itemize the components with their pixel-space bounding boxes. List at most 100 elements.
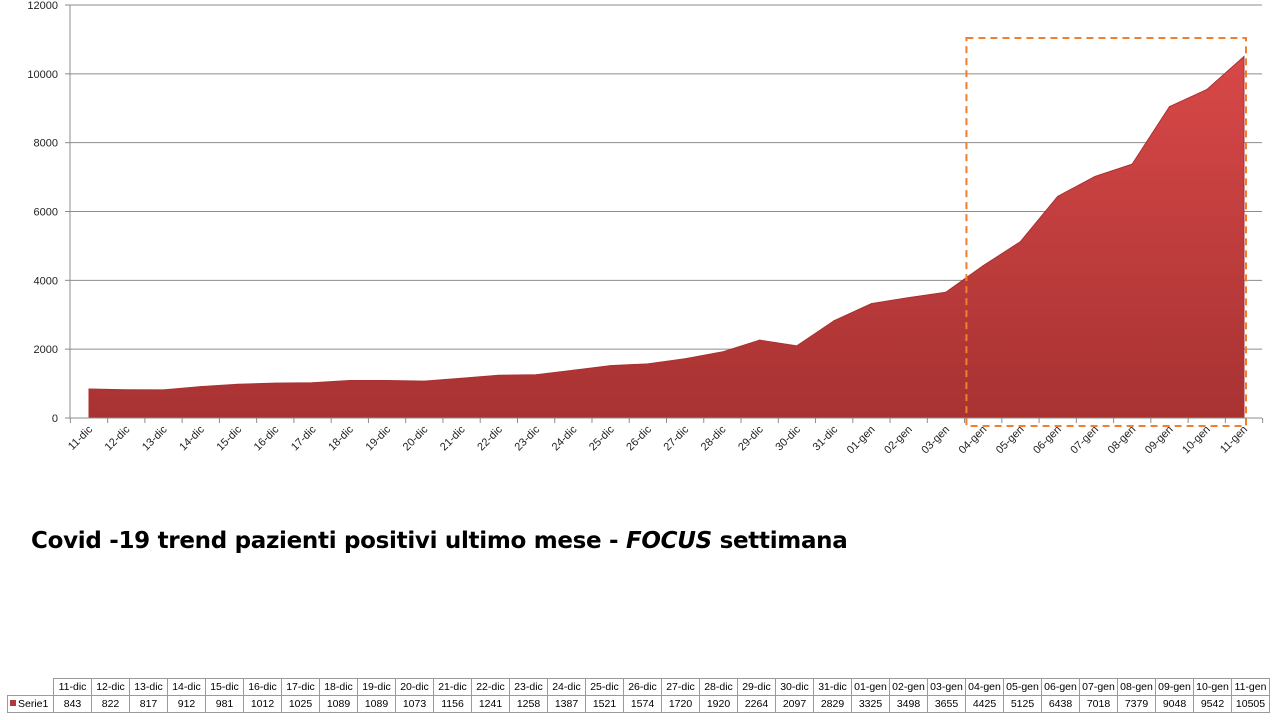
data-point: [1019, 241, 1021, 243]
series-area: [88, 55, 1245, 419]
x-tick-label: 11-gen: [1218, 424, 1250, 456]
x-tick-label: 24-dic: [550, 423, 580, 453]
table-row: Serie1 843 822 817 912 981 1012 1025 1089 1089 10…: [7, 695, 1270, 713]
table-value-cell: 1012: [243, 695, 282, 713]
x-tick-label: 15-dic: [214, 423, 244, 453]
x-tick-label: 21-dic: [438, 423, 468, 453]
x-tick-label: 14-dic: [177, 423, 207, 453]
data-point: [721, 351, 723, 353]
table-header-cell: 06-gen: [1041, 678, 1080, 696]
data-point: [796, 345, 798, 347]
table-value-cell: 981: [205, 695, 244, 713]
y-tick-label: 6000: [34, 207, 58, 219]
table-header-cell: 14-dic: [167, 678, 206, 696]
x-tick-label: 08-gen: [1106, 424, 1139, 457]
table-header-cell: 19-dic: [357, 678, 396, 696]
x-tick-label: 28-dic: [699, 423, 729, 453]
table-value-cell: 7379: [1117, 695, 1156, 713]
data-point: [423, 380, 425, 382]
y-tick-label: 8000: [34, 138, 58, 150]
x-tick-label: 13-dic: [140, 423, 170, 453]
y-tick-label: 10000: [27, 69, 58, 81]
table-header-cell: 08-gen: [1117, 678, 1156, 696]
x-tick-label: 09-gen: [1143, 424, 1176, 457]
y-tick-label: 2000: [34, 344, 58, 356]
table-header-cell: 29-dic: [737, 678, 776, 696]
data-point: [88, 388, 90, 390]
focus-rectangle: [965, 37, 1247, 427]
caption-prefix: Covid -19 trend pazienti positivi ultimo…: [31, 528, 627, 554]
table-header-cell: 26-dic: [623, 678, 662, 696]
data-point: [349, 380, 351, 382]
chart-caption: Covid -19 trend pazienti positivi ultimo…: [31, 528, 848, 554]
caption-focus: FOCUS: [626, 528, 712, 554]
table-value-cell: 2829: [813, 695, 852, 713]
data-point: [461, 377, 463, 379]
table-header-cell: 30-dic: [775, 678, 814, 696]
table-value-cell: 7018: [1079, 695, 1118, 713]
x-tick-label: 19-dic: [364, 423, 394, 453]
data-point: [274, 382, 276, 384]
data-point: [535, 374, 537, 376]
table-value-cell: 1920: [699, 695, 738, 713]
series-name: Serie1: [18, 698, 49, 710]
table-header-cell: 12-dic: [91, 678, 130, 696]
x-tick-label: 03-gen: [919, 424, 952, 457]
table-header-cell: 20-dic: [395, 678, 434, 696]
data-point: [237, 383, 239, 385]
data-point: [833, 320, 835, 322]
table-header-cell: 10-gen: [1193, 678, 1232, 696]
table-value-cell: 1258: [509, 695, 548, 713]
x-tick-label: 17-dic: [289, 423, 319, 453]
table-header-cell: 16-dic: [243, 678, 282, 696]
data-point: [870, 303, 872, 305]
table-value-cell: 1089: [319, 695, 358, 713]
table-value-cell: 9542: [1193, 695, 1232, 713]
x-tick-label: 18-dic: [326, 423, 356, 453]
table-header-cell: 11-gen: [1231, 678, 1270, 696]
x-tick-label: 27-dic: [662, 423, 692, 453]
focus-highlight: [965, 37, 1247, 427]
table-header-cell: 04-gen: [965, 678, 1004, 696]
x-axis-tick-labels: 11-dic 12-dic 13-dic 14-dic 15-dic 16-dic 17-d…: [66, 423, 1250, 456]
table-header-cell: 24-dic: [547, 678, 586, 696]
x-tick-label: 02-gen: [882, 424, 915, 457]
table-value-cell: 1720: [661, 695, 700, 713]
legend-key: [10, 700, 16, 706]
table-header-cell: 21-dic: [433, 678, 472, 696]
data-point: [200, 386, 202, 388]
table-value-cell: 6438: [1041, 695, 1080, 713]
data-point: [908, 297, 910, 299]
x-tick-label: 05-gen: [994, 424, 1027, 457]
y-axis-tick-labels: 0 2000 4000 6000 8000 10000 12000: [27, 0, 58, 425]
table-value-cell: 4425: [965, 695, 1004, 713]
table-value-cell: 912: [167, 695, 206, 713]
table-header-cell: 31-dic: [813, 678, 852, 696]
data-point: [1206, 89, 1208, 91]
table-value-cell: 10505: [1231, 695, 1270, 713]
table-value-cell: 1521: [585, 695, 624, 713]
axes: [65, 4, 1264, 423]
table-value-cell: 2097: [775, 695, 814, 713]
x-tick-label: 01-gen: [845, 424, 878, 457]
table-value-cell: 1156: [433, 695, 472, 713]
x-tick-label: 30-dic: [773, 423, 803, 453]
table-header-cell: 09-gen: [1155, 678, 1194, 696]
x-tick-label: 16-dic: [252, 423, 282, 453]
table-header-cell: 17-dic: [281, 678, 320, 696]
x-tick-label: 20-dic: [401, 423, 431, 453]
table-value-cell: 843: [53, 695, 92, 713]
data-point: [610, 365, 612, 367]
table-header-cell: 13-dic: [129, 678, 168, 696]
y-tick-label: 0: [52, 413, 58, 425]
table-header-cell: 23-dic: [509, 678, 548, 696]
x-tick-label: 23-dic: [513, 423, 543, 453]
data-point: [1243, 55, 1245, 57]
data-point: [1131, 163, 1133, 165]
table-value-cell: 1025: [281, 695, 320, 713]
table-value-cell: 1089: [357, 695, 396, 713]
table-value-cell: 1073: [395, 695, 434, 713]
data-point: [312, 382, 314, 384]
data-point: [1094, 175, 1096, 177]
table-header-cell: 01-gen: [851, 678, 890, 696]
